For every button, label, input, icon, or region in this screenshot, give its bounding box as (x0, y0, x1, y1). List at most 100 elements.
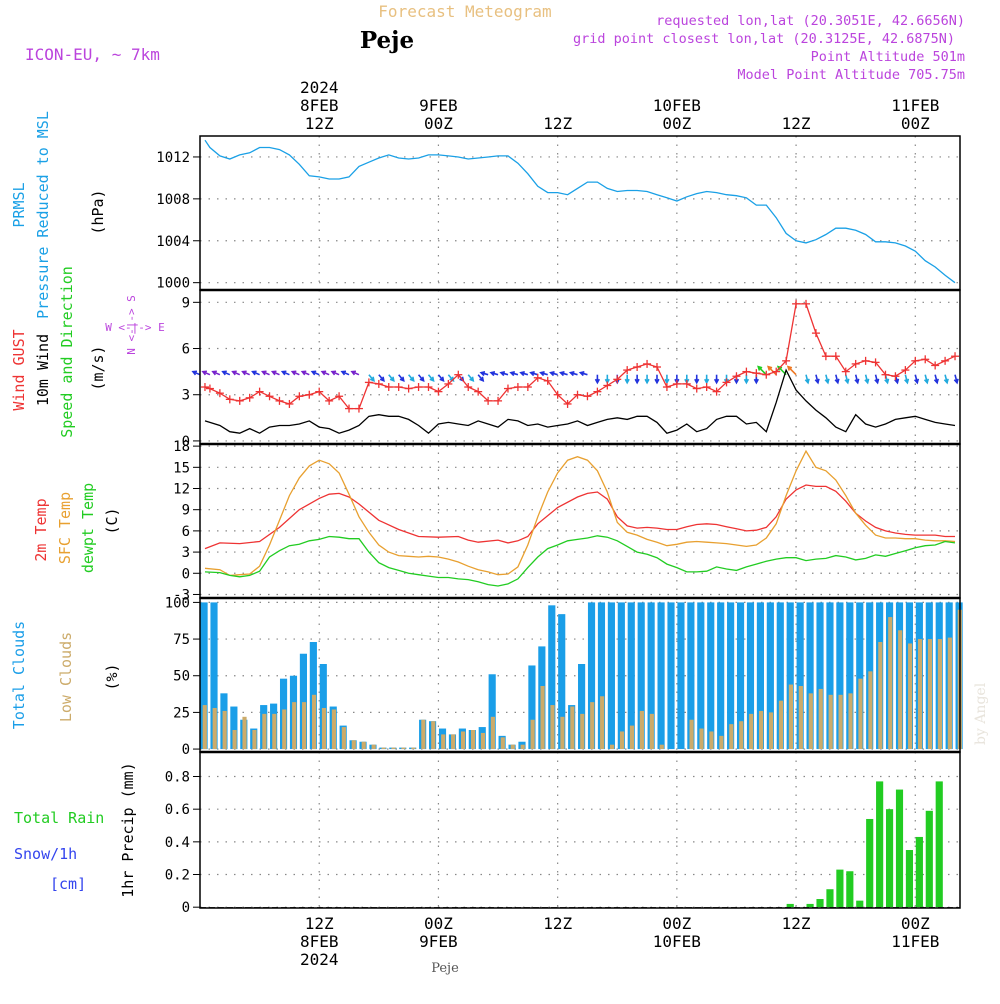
wind-frame (199, 289, 961, 445)
wind-arrow-head (211, 370, 217, 376)
bottom-time-label: 00Z (424, 914, 453, 933)
header-gridpoint: grid point closest lon,lat (20.3125E, 42… (573, 31, 955, 47)
wind-arrow-head (499, 371, 506, 377)
wind-arrow-head (350, 370, 357, 376)
wind-arrow-head (389, 376, 395, 382)
rain-bar (915, 836, 923, 908)
wind-arrow-head (201, 370, 207, 376)
wind-arrow-head (340, 370, 347, 376)
top-time-label: 00Z (662, 114, 691, 133)
wind-arrow-head (399, 376, 405, 382)
pressure-frame (199, 135, 961, 291)
top-time-label: 12Z (543, 114, 572, 133)
total-cloud-bar (627, 602, 635, 750)
temperature-ytick-label: 15 (173, 460, 190, 476)
low-cloud-bar (252, 730, 257, 750)
wind-arrow-head (300, 370, 307, 376)
wind-arrow-head (767, 365, 773, 371)
low-cloud-bar (649, 713, 654, 750)
temperature-ytick-label: 9 (182, 503, 190, 519)
low-cloud-bar (788, 684, 794, 750)
wind-arrow-head (369, 376, 375, 382)
rain-bar (905, 850, 914, 908)
low-cloud-bar (729, 724, 734, 750)
total-cloud-bar (836, 602, 844, 750)
wind-gust-line (204, 303, 956, 410)
total-cloud-bar (826, 602, 834, 750)
total-cloud-bar (319, 664, 327, 750)
precip-ytick-label: 0 (182, 900, 190, 916)
pressure-panel: 1000 1004 1008 1012 (156, 135, 961, 292)
pressure-ytick-label: 1000 (156, 276, 190, 292)
wind-arrow-head (310, 370, 317, 376)
wind-arrow-head (320, 370, 327, 376)
low-cloud-bar (917, 639, 923, 750)
header-model-altitude: Model Point Altitude 705.75m (737, 67, 965, 83)
low-cloud-bar (888, 617, 893, 750)
wind-arrow-head (844, 378, 850, 385)
total-cloud-bar (816, 602, 824, 750)
wind-arrow-head (694, 378, 700, 385)
wind-panel: 0 3 6 9 (182, 289, 961, 450)
low-cloud-bar (282, 709, 287, 750)
low-cloud-bar (937, 639, 943, 750)
clouds-ytick-label: 100 (165, 595, 190, 611)
rain-bar (876, 781, 884, 908)
top-time-label: 10FEB (653, 96, 701, 115)
bottom-time-label: 11FEB (891, 932, 939, 951)
low-cloud-bar (480, 732, 486, 750)
total-cloud-bar (846, 602, 854, 750)
wind-arrow-head (479, 376, 485, 382)
total-cloud-bar (299, 653, 307, 750)
temperature-ytick-label: 0 (182, 566, 190, 582)
low-cloud-bar (361, 741, 366, 750)
total-cloud-bar (637, 602, 645, 750)
sfc-temp-line (204, 449, 956, 577)
low-cloud-bar (798, 686, 803, 750)
low-cloud-bar (838, 694, 843, 750)
rain-bar (786, 903, 794, 908)
low-cloud-bar (460, 731, 466, 750)
low-cloud-bar (451, 734, 456, 750)
wind-arrow-head (578, 371, 585, 377)
wind-arrow-head (753, 378, 759, 385)
low-cloud-bar (292, 702, 297, 750)
wind-arrow-head (429, 376, 435, 382)
wind-arrow-head (786, 365, 793, 371)
wind-ytick-label: 3 (182, 388, 190, 404)
top-time-label: 12Z (305, 114, 334, 133)
low-cloud-bar (719, 735, 724, 750)
temperature-ytick-label: 12 (173, 482, 190, 498)
10m-wind-line (204, 368, 956, 435)
wind-arrow-head (489, 371, 496, 377)
total-cloud-bar (766, 602, 774, 750)
precip-ytick-label: 0.2 (165, 868, 190, 884)
low-cloud-bar (391, 747, 396, 750)
low-cloud-bar (441, 734, 446, 750)
wind-label-speed: Speed and Direction (58, 266, 76, 438)
low-cloud-bar (689, 719, 694, 750)
wind-arrow-head (231, 370, 237, 376)
wind-arrow-head (379, 376, 385, 382)
low-cloud-bar (908, 643, 913, 750)
total-cloud-bar (717, 602, 725, 750)
total-cloud-bar (587, 602, 596, 750)
wind-arrow-head (904, 378, 910, 385)
low-cloud-bar (232, 730, 237, 750)
total-cloud-bar (667, 602, 675, 750)
wind-label-unit: (m/s) (89, 345, 107, 390)
wind-arrow-head (654, 378, 660, 385)
header-title: Forecast Meteogram (378, 2, 551, 21)
bottom-time-label: 00Z (662, 914, 691, 933)
wind-arrow-head (449, 376, 455, 382)
wind-arrow-head (884, 378, 890, 385)
2m-temp-line (204, 484, 955, 550)
low-cloud-bar (778, 700, 784, 750)
rain-bar (806, 903, 814, 908)
wind-arrow-head (549, 371, 555, 377)
cloud-label-total: Total Clouds (10, 621, 28, 729)
total-cloud-bar (786, 602, 794, 750)
pressure-label-unit: (hPa) (89, 189, 107, 234)
clouds-ytick-label: 0 (182, 742, 190, 758)
